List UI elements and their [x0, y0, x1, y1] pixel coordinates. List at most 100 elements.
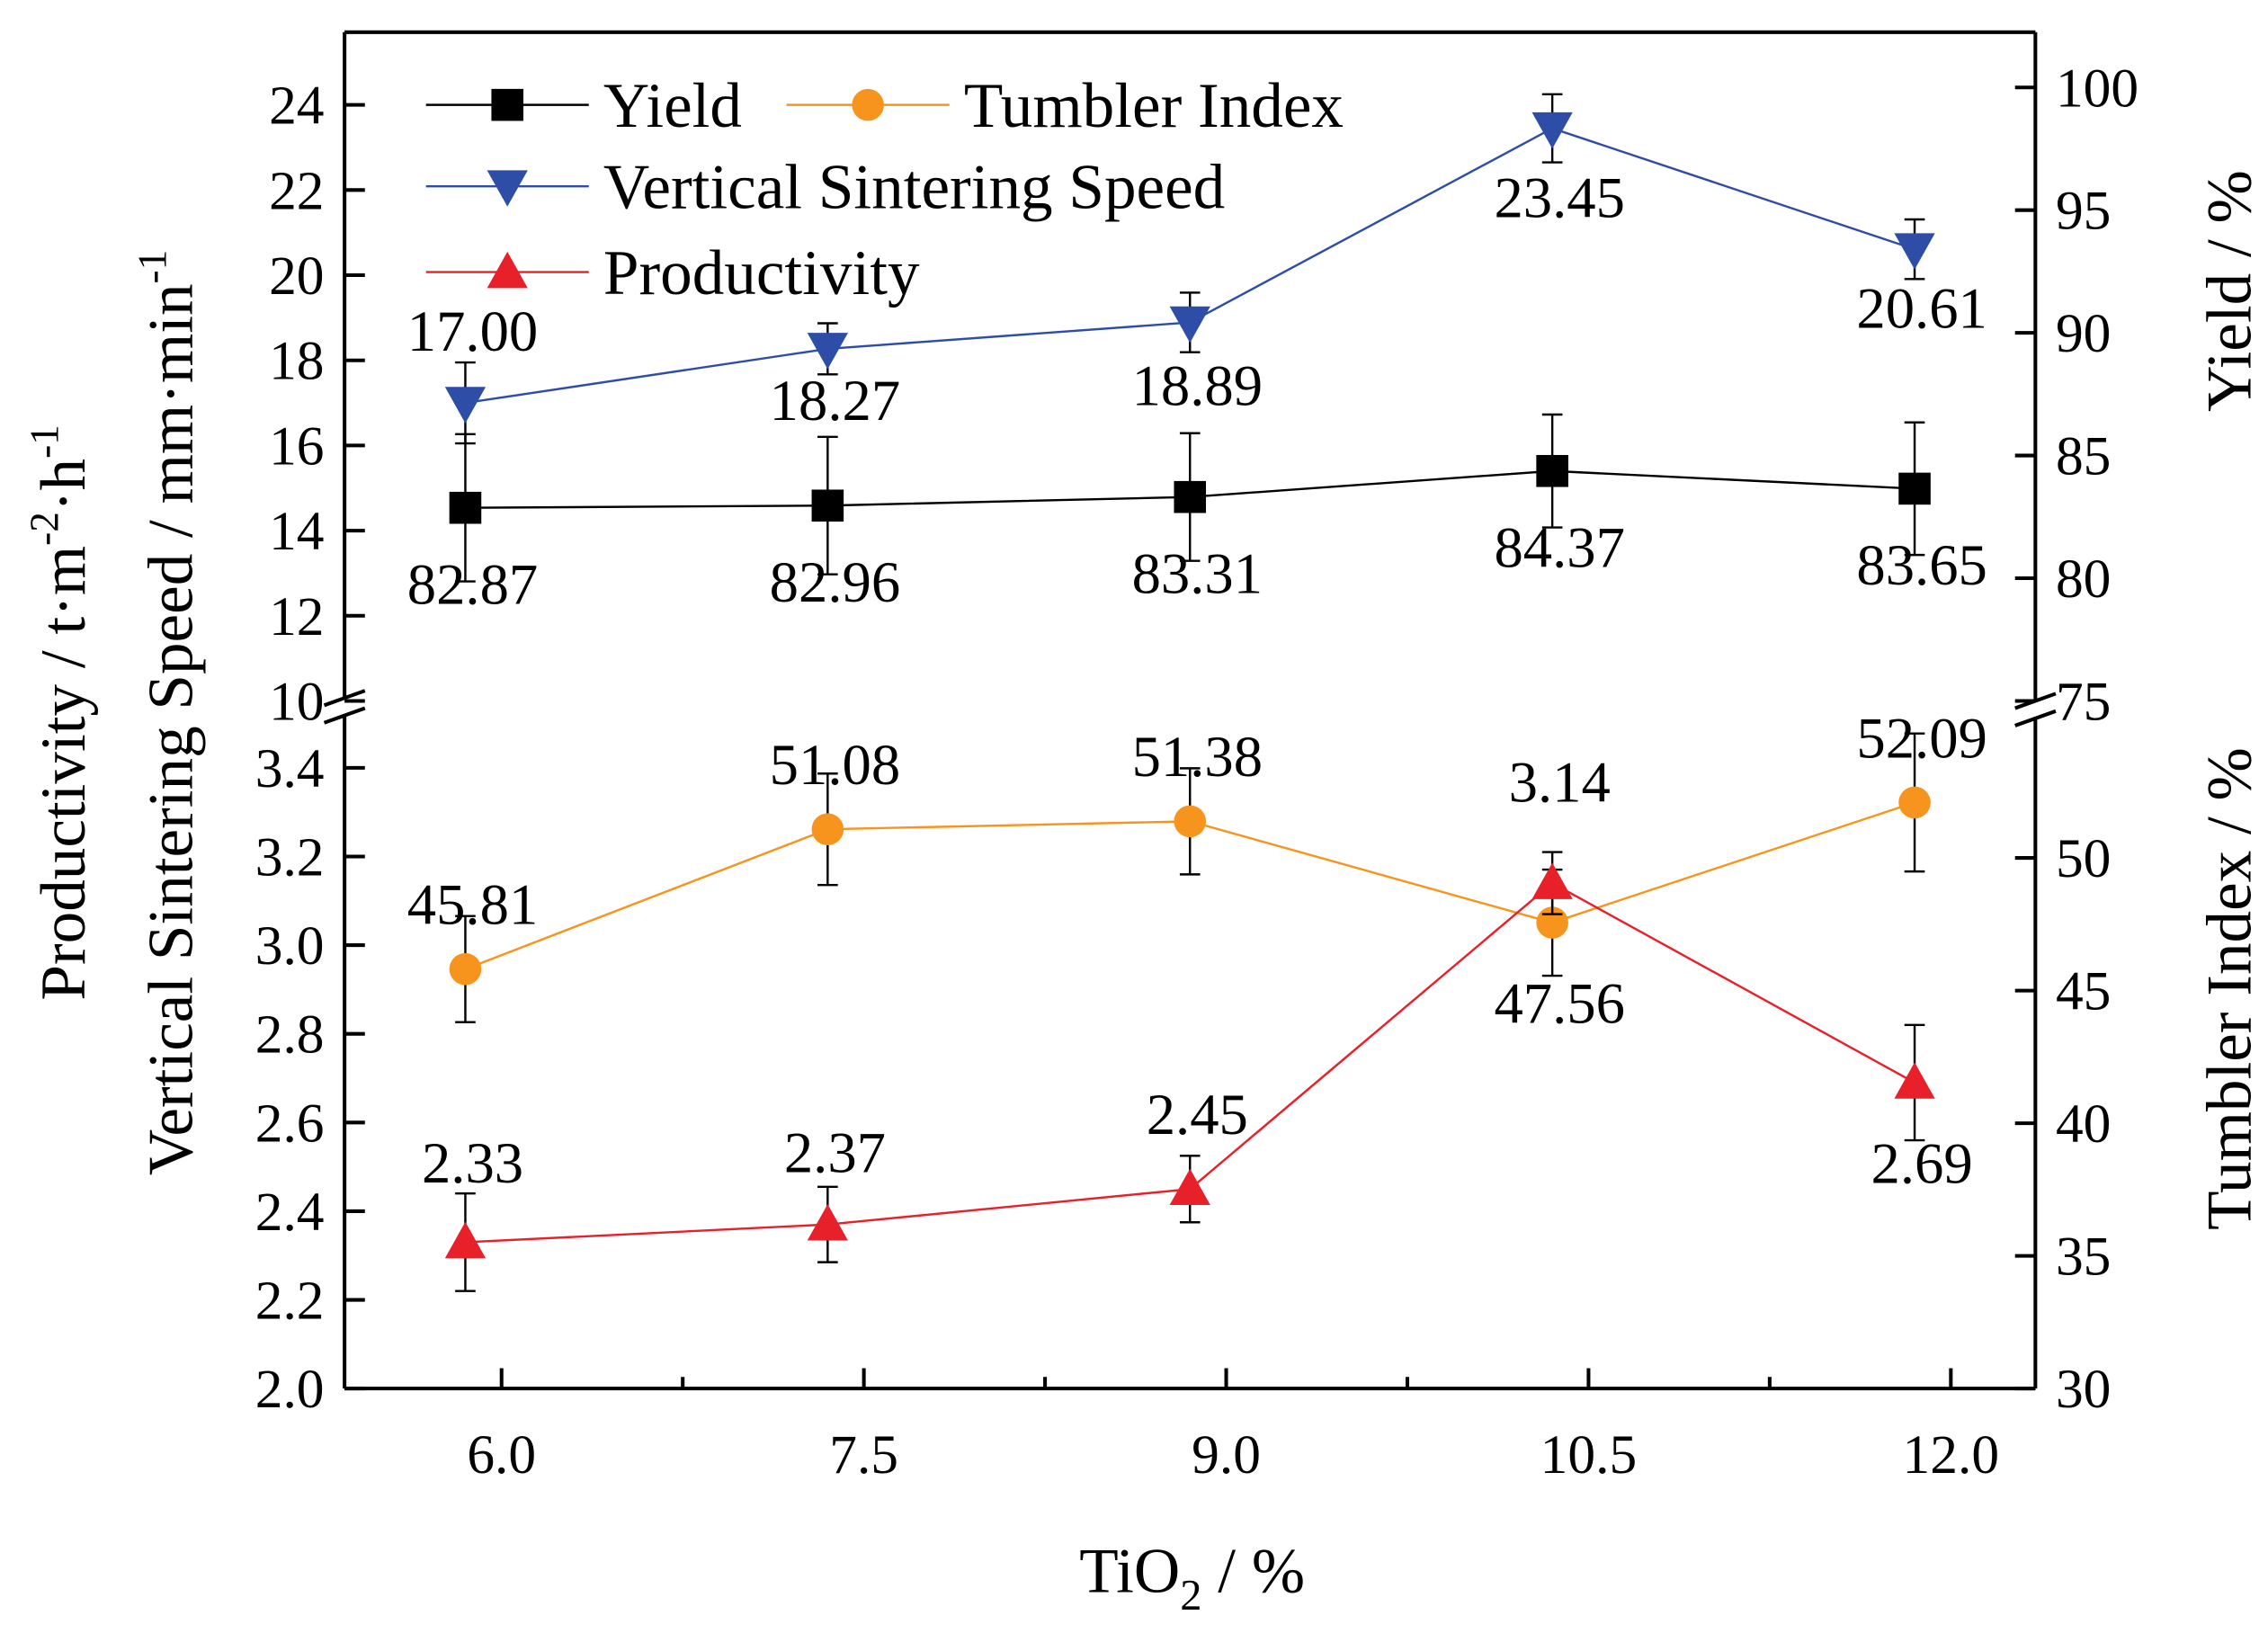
x-tick-label: 12.0 — [1903, 1424, 2000, 1486]
data-point — [1174, 480, 1207, 513]
data-point — [1894, 1062, 1935, 1099]
x-tick-label: 7.5 — [829, 1424, 898, 1486]
data-point — [1898, 472, 1931, 505]
legend-label: Productivity — [603, 238, 920, 308]
series-productivity: 2.33 2.37 2.45 3.14 2.69 — [422, 750, 1973, 1292]
data-label: 2.69 — [1871, 1130, 1973, 1195]
data-point — [807, 1204, 848, 1241]
legend-marker — [491, 88, 523, 121]
data-label: 82.87 — [407, 551, 538, 616]
legend-label: Yield — [603, 71, 742, 141]
y-tick-label: 90 — [2056, 303, 2111, 364]
series-tumbler-index: 45.81 51.08 51.38 47.56 52.09 — [407, 705, 1987, 1035]
data-label: 84.37 — [1494, 514, 1624, 579]
legend-label: Tumbler Index — [964, 71, 1344, 141]
data-point — [1531, 862, 1573, 899]
axis-break-mark — [323, 706, 366, 725]
legend-marker — [487, 251, 528, 289]
y-tick-label: 35 — [2056, 1227, 2111, 1288]
y-tick-label: 16 — [269, 415, 324, 477]
y-tick-label: 2.8 — [255, 1004, 325, 1066]
y-tick-label: 20 — [269, 245, 324, 307]
y-tick-label: 3.2 — [255, 826, 325, 888]
data-label: 23.45 — [1494, 165, 1624, 229]
data-label: 45.81 — [407, 872, 538, 937]
axis-break-mark — [323, 689, 366, 708]
data-point — [1898, 786, 1931, 819]
legend-marker — [487, 170, 528, 207]
y-axis-title-yield: Yield / % — [2195, 170, 2265, 412]
data-point — [449, 952, 482, 986]
data-label: 82.96 — [770, 549, 900, 614]
data-point — [811, 813, 844, 845]
legend-item: Productivity — [425, 238, 920, 308]
y-tick-label: 85 — [2056, 426, 2111, 487]
x-tick-label: 10.5 — [1540, 1424, 1638, 1486]
data-label: 2.37 — [784, 1120, 886, 1185]
y-tick-label: 45 — [2056, 961, 2111, 1022]
y-tick-label: 2.2 — [255, 1271, 325, 1332]
data-label: 17.00 — [407, 299, 538, 363]
data-point — [444, 387, 487, 424]
data-point — [1169, 306, 1210, 344]
y-axis-title-productivity: Productivity / t·m-2·h-1 — [22, 424, 99, 1000]
y-tick-label: 80 — [2056, 549, 2111, 610]
legend-item: Yield — [425, 71, 742, 141]
data-label: 20.61 — [1856, 275, 1987, 340]
y-tick-label: 40 — [2056, 1093, 2111, 1155]
data-point — [1174, 805, 1207, 838]
series-layer: 82.87 82.96 83.31 84.37 83.65 45.81 51.08 51.38… — [407, 93, 1987, 1292]
y-axis-title-tumbler-index: Tumbler Index / % — [2195, 747, 2265, 1230]
axis-ticks: 6.0 7.5 9.0 10.5 12.0 10 12 14 16 18 20 22 24 2.0 2.2 2… — [255, 58, 2139, 1486]
data-label: 51.08 — [770, 732, 900, 797]
data-label: 2.33 — [422, 1130, 523, 1195]
y-tick-label: 95 — [2056, 181, 2111, 242]
data-label: 2.45 — [1147, 1082, 1248, 1147]
data-label: 83.31 — [1132, 540, 1263, 605]
data-label: 52.09 — [1856, 705, 1987, 770]
data-label: 47.56 — [1494, 971, 1624, 1036]
series-yield: 82.87 82.96 83.31 84.37 83.65 — [407, 413, 1987, 616]
y-tick-label: 2.0 — [255, 1359, 325, 1420]
data-point — [1536, 454, 1568, 487]
data-point — [444, 1221, 487, 1259]
y-tick-label: 18 — [269, 331, 324, 392]
data-label: 18.89 — [1132, 353, 1263, 418]
y-tick-label: 75 — [2056, 671, 2111, 732]
data-point — [1169, 1168, 1210, 1206]
legend: Yield Tumbler Index Vertical Sintering Spe… — [425, 71, 1344, 308]
x-tick-label: 9.0 — [1192, 1424, 1261, 1486]
y-tick-label: 22 — [269, 160, 324, 221]
y-tick-label: 50 — [2056, 828, 2111, 889]
y-tick-label: 10 — [269, 671, 324, 732]
data-label: 3.14 — [1509, 750, 1611, 815]
x-axis-title: TiO2 / % — [1079, 1536, 1305, 1619]
data-label: 83.65 — [1856, 532, 1987, 597]
data-point — [811, 489, 844, 522]
y-tick-label: 2.4 — [255, 1182, 325, 1243]
y-tick-label: 3.0 — [255, 915, 325, 977]
y-axis-title-vertical-sintering-speed: Vertical Sintering Speed / mm·min-1 — [129, 250, 206, 1175]
y-tick-label: 100 — [2056, 58, 2139, 119]
data-point — [1531, 112, 1573, 149]
data-point — [1894, 233, 1935, 270]
axis-titles: TiO2 / % Productivity / t·m-2·h-1 Vertic… — [22, 170, 2265, 1620]
y-tick-label: 3.4 — [255, 738, 325, 799]
y-tick-label: 30 — [2056, 1359, 2111, 1420]
plot-frame — [323, 30, 2057, 1391]
legend-item: Tumbler Index — [786, 71, 1344, 141]
y-tick-label: 24 — [269, 76, 324, 137]
data-point — [449, 491, 482, 524]
series-vertical-sintering-speed: 17.00 18.27 18.89 23.45 20.61 — [407, 93, 1987, 445]
data-label: 51.38 — [1132, 724, 1263, 789]
y-tick-label: 12 — [269, 586, 324, 647]
legend-marker — [852, 88, 884, 121]
data-point — [807, 333, 848, 370]
data-label: 18.27 — [770, 368, 900, 433]
x-tick-label: 6.0 — [467, 1424, 536, 1486]
legend-item: Vertical Sintering Speed — [425, 152, 1225, 222]
y-tick-label: 14 — [269, 501, 324, 562]
legend-label: Vertical Sintering Speed — [603, 152, 1225, 222]
y-tick-label: 2.6 — [255, 1093, 325, 1154]
